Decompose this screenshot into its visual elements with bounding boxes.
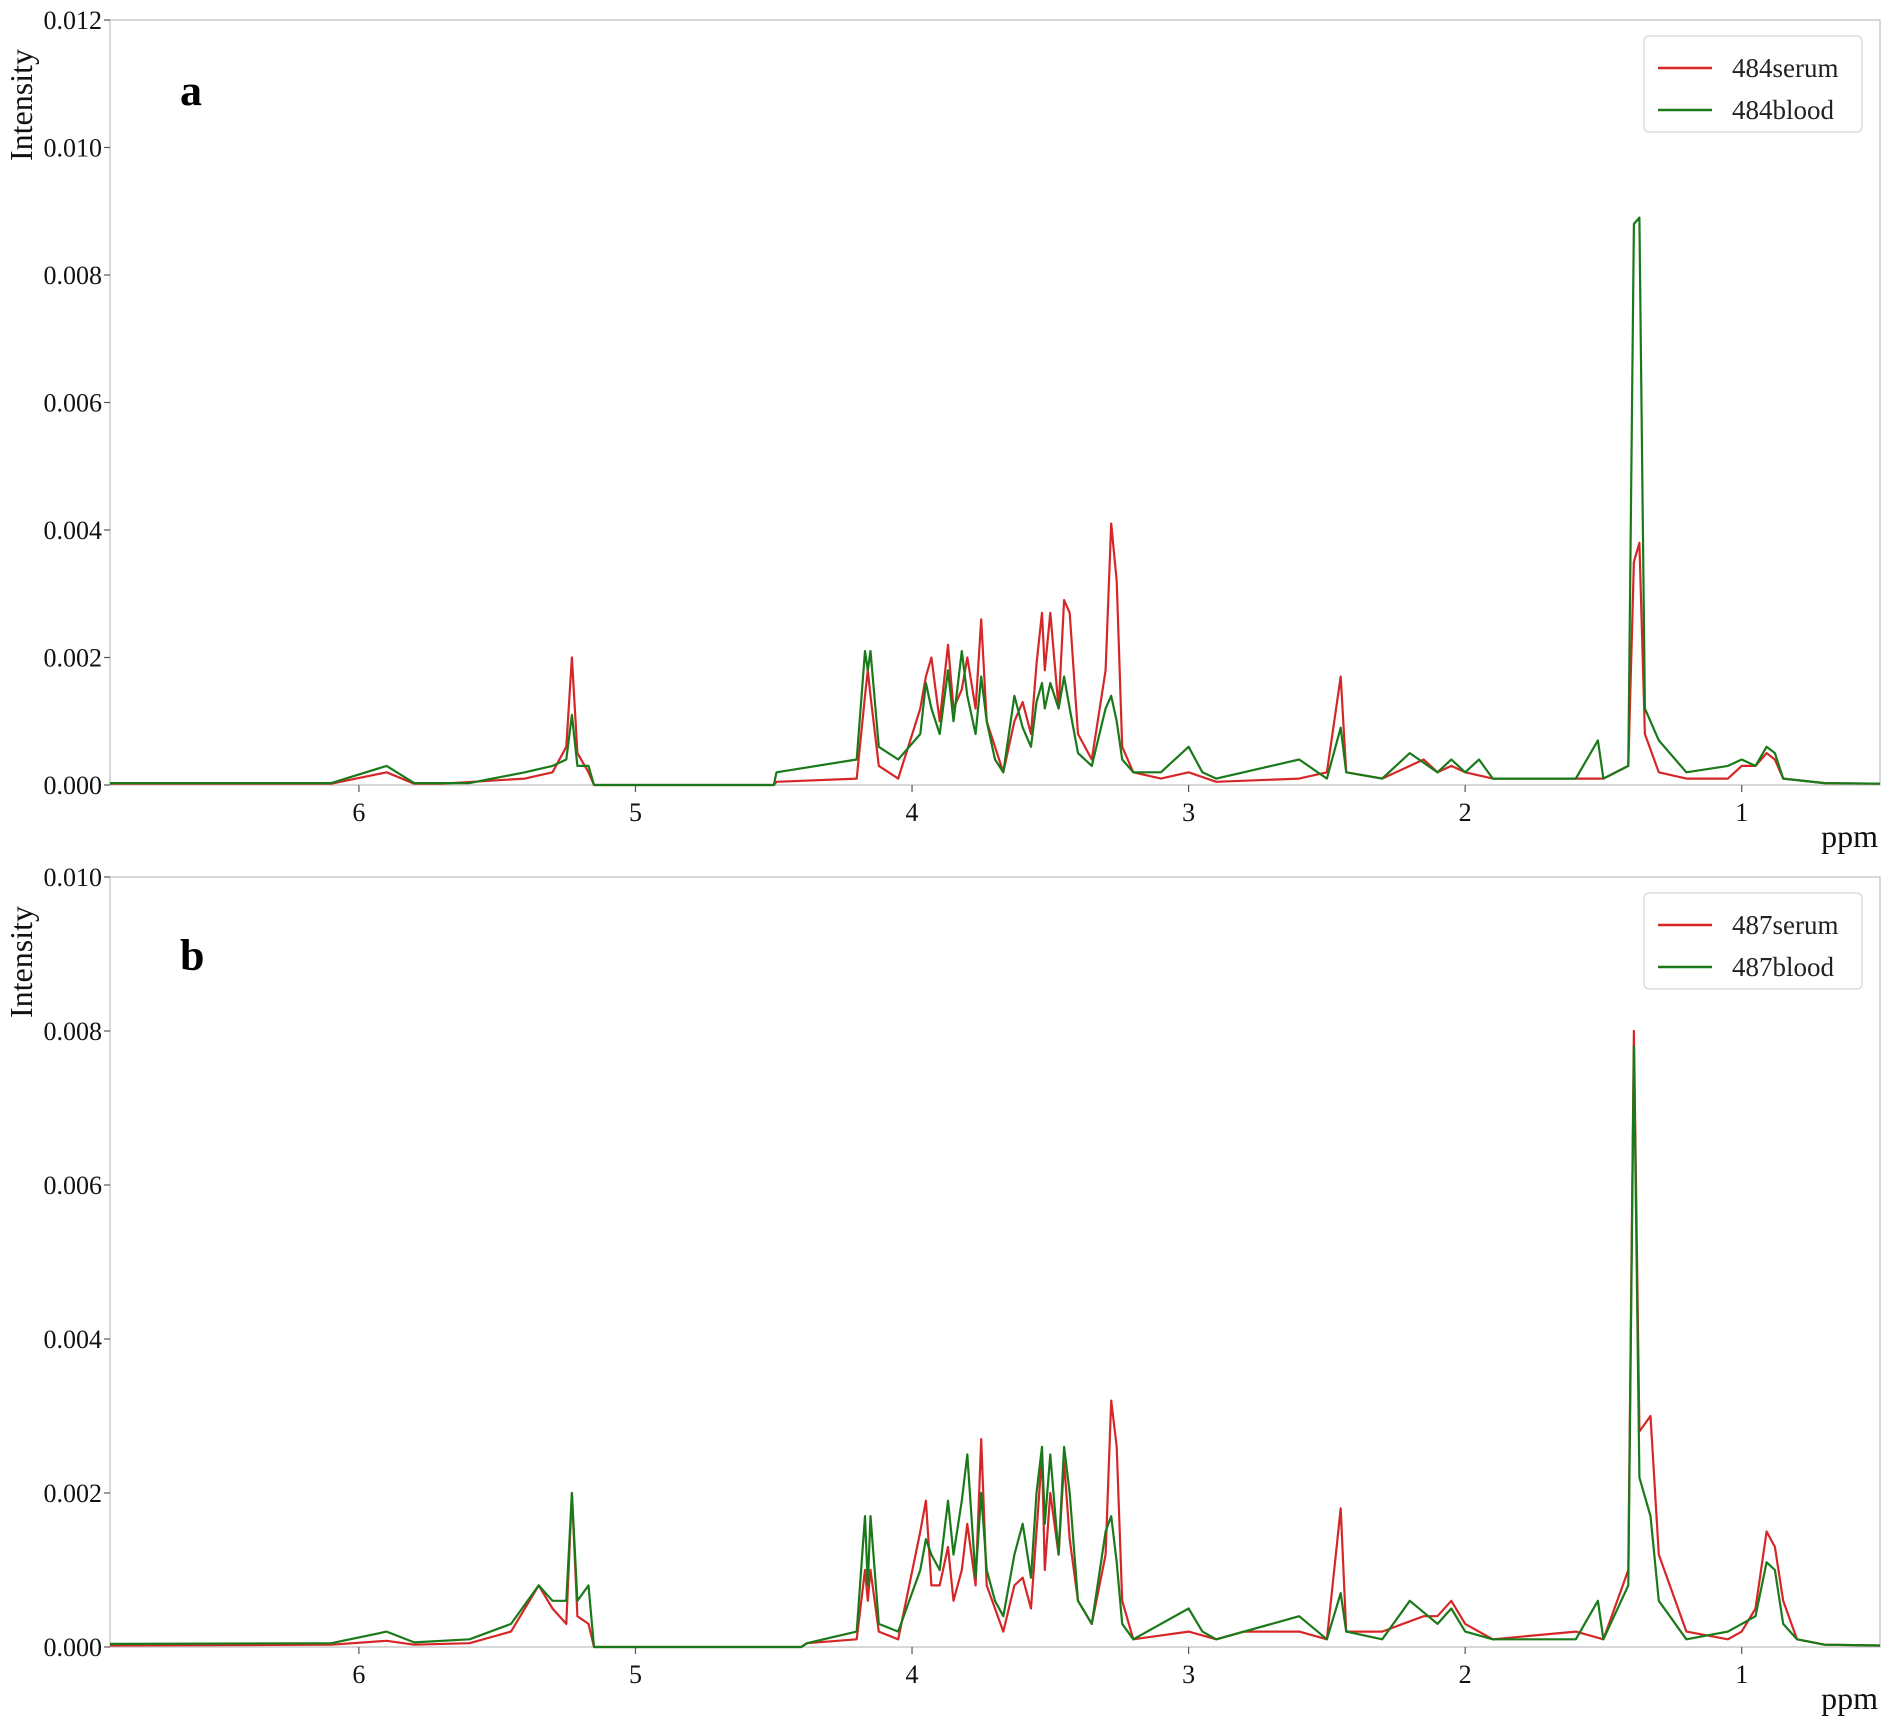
y-tick-label: 0.006 [44, 1171, 103, 1200]
x-tick-label: 4 [906, 798, 919, 827]
plot-frame [109, 876, 1881, 1648]
legend-label: 487blood [1732, 952, 1835, 982]
series-line-487serum [109, 1029, 1881, 1649]
x-tick-label: 5 [629, 1660, 642, 1689]
x-tick-label: 1 [1735, 1660, 1748, 1689]
x-tick-label: 6 [352, 798, 365, 827]
x-axis-title: ppm [1821, 1680, 1878, 1716]
x-tick-label: 3 [1182, 798, 1195, 827]
y-axis-title: Intensity [3, 906, 39, 1018]
y-tick-label: 0.002 [44, 644, 103, 673]
y-tick-label: 0.010 [44, 134, 103, 163]
series-line-487blood [109, 1045, 1881, 1649]
legend: 484serum 484blood [1643, 35, 1863, 133]
legend: 487serum 487blood [1643, 892, 1863, 990]
x-tick-label: 1 [1735, 798, 1748, 827]
x-tick-label: 5 [629, 798, 642, 827]
legend-label: 487serum [1732, 910, 1838, 940]
y-tick-label: 0.006 [44, 389, 103, 418]
x-tick-label: 2 [1459, 798, 1472, 827]
legend-label: 484serum [1732, 53, 1838, 83]
panel-label: a [180, 66, 202, 115]
series-line-484blood [110, 216, 1881, 787]
y-tick-label: 0.010 [44, 863, 103, 892]
plot-frame [109, 19, 1881, 786]
series-line-484serum [110, 522, 1881, 787]
y-tick-label: 0.004 [44, 516, 103, 545]
chart-panel-b: 0.000 0.002 0.004 0.006 0.008 0.010 6 5 4 3 2 1 ppm I… [3, 863, 1881, 1716]
x-axis-title: ppm [1821, 818, 1878, 854]
y-tick-label: 0.004 [44, 1325, 103, 1354]
x-tick-label: 3 [1182, 1660, 1195, 1689]
legend-box [1643, 892, 1863, 990]
y-tick-label: 0.002 [44, 1479, 103, 1508]
legend-box [1643, 35, 1863, 133]
chart-panel-a: 0.000 0.002 0.004 0.006 0.008 0.010 0.012 6 5 4 3 2… [3, 6, 1881, 854]
x-tick-label: 6 [352, 1660, 365, 1689]
y-tick-label: 0.008 [44, 1017, 103, 1046]
y-tick-label: 0.000 [44, 771, 103, 800]
y-axis-title: Intensity [3, 49, 39, 161]
y-tick-label: 0.012 [44, 6, 103, 35]
panel-label: b [180, 931, 204, 980]
y-tick-label: 0.000 [44, 1633, 103, 1662]
legend-label: 484blood [1732, 95, 1835, 125]
x-tick-label: 2 [1459, 1660, 1472, 1689]
y-tick-label: 0.008 [44, 261, 103, 290]
x-tick-label: 4 [906, 1660, 919, 1689]
